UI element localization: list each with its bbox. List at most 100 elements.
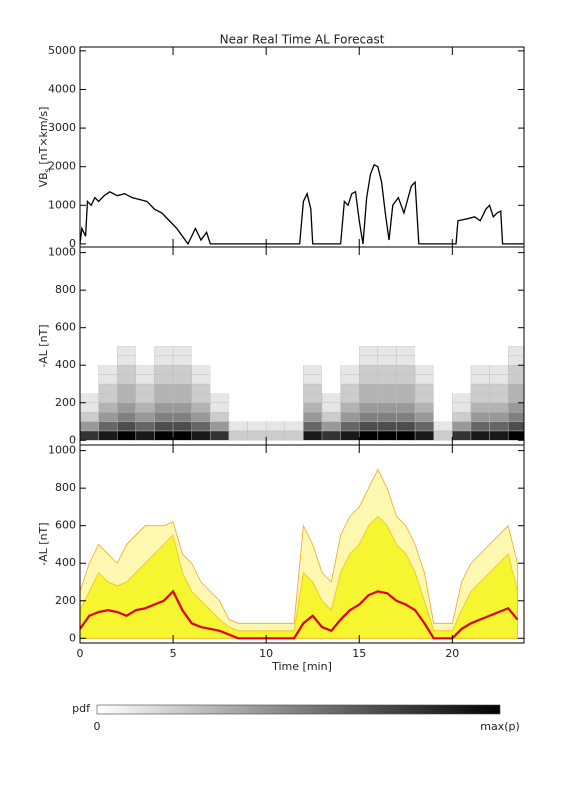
heat-cell: [452, 430, 472, 441]
heat-cell: [154, 393, 174, 403]
heat-cell: [135, 430, 155, 441]
heat-cell: [489, 430, 509, 441]
heat-cell: [98, 365, 118, 375]
y-tick-label: 800: [55, 481, 76, 494]
heat-cell: [321, 402, 341, 413]
heat-cell: [266, 365, 285, 375]
heat-cell: [489, 346, 509, 356]
heat-cell: [303, 383, 323, 394]
heat-cell: [452, 402, 472, 413]
heat-cell: [359, 355, 379, 366]
y-axis-label: -AL [nT]: [37, 522, 50, 565]
y-tick-label: 0: [69, 237, 76, 250]
heat-cell: [117, 430, 137, 441]
heat-cell: [452, 421, 472, 432]
heat-cell: [247, 346, 267, 356]
y-label-unit: [nT×km/s]: [37, 107, 50, 169]
heat-cell: [414, 374, 434, 385]
heat-cell: [359, 365, 379, 375]
heat-cell: [284, 374, 304, 385]
heat-cell: [210, 393, 230, 403]
heat-cell: [303, 346, 323, 356]
heat-cell: [359, 430, 379, 441]
heat-cell: [210, 346, 229, 356]
heat-cell: [117, 346, 137, 357]
heat-cell: [154, 421, 174, 432]
heat-cell: [135, 355, 155, 366]
heat-cell: [415, 355, 434, 366]
heat-cell: [172, 374, 192, 385]
heat-cell: [414, 411, 434, 422]
heat-cell: [303, 402, 323, 413]
heat-cell: [322, 374, 341, 385]
heat-cell: [154, 411, 174, 422]
heat-cell: [172, 383, 192, 394]
heat-cell: [377, 355, 397, 366]
heat-cell: [396, 346, 416, 357]
heat-cell: [303, 355, 323, 366]
heat-cell: [433, 365, 453, 375]
heat-cell: [396, 421, 416, 432]
heat-cell: [303, 411, 323, 422]
heat-cell: [210, 411, 230, 422]
heat-cell: [266, 374, 285, 385]
heat-cell: [377, 411, 397, 422]
heat-cell: [452, 355, 471, 366]
colorbar-label: pdf: [72, 702, 91, 715]
heat-cell: [98, 393, 118, 403]
heat-cell: [228, 402, 248, 413]
heat-cell: [414, 365, 434, 375]
heat-cell: [359, 421, 379, 432]
heat-cell: [135, 346, 155, 356]
heat-cell: [284, 430, 304, 441]
heat-cell: [340, 402, 360, 413]
y-tick-label: 3000: [48, 121, 76, 134]
heat-cell: [172, 393, 192, 403]
heat-cell: [266, 346, 285, 356]
heat-cell: [359, 374, 379, 385]
heat-cell: [191, 355, 211, 366]
heat-cell: [340, 355, 360, 366]
heat-cell: [303, 430, 323, 441]
heat-cell: [265, 430, 285, 441]
heat-cell: [210, 355, 229, 366]
heat-cell: [210, 402, 230, 413]
heat-cell: [80, 355, 99, 366]
heat-cell: [228, 393, 248, 403]
colorbar-max: max(p): [480, 720, 520, 733]
heat-cell: [359, 411, 379, 422]
heat-cell: [247, 365, 267, 375]
heat-cell: [284, 355, 304, 366]
heat-cell: [135, 365, 155, 375]
heat-cell: [396, 402, 416, 413]
heat-cell: [377, 365, 397, 375]
heat-cell: [396, 383, 416, 394]
heat-cell: [489, 402, 509, 413]
heat-cell: [433, 346, 453, 356]
heat-cell: [98, 355, 118, 366]
heat-cell: [228, 421, 248, 432]
y-axis-label: VBs [nT×km/s]: [37, 107, 52, 188]
heat-cell: [321, 421, 341, 432]
heat-cell: [98, 383, 118, 394]
heat-cell: [433, 384, 453, 394]
y-tick-label: 0: [69, 631, 76, 644]
heat-cell: [470, 411, 490, 422]
heat-cell: [228, 412, 248, 422]
heat-cell: [359, 346, 379, 357]
heat-cell: [303, 374, 323, 385]
heat-cell: [284, 412, 304, 422]
heat-cell: [321, 411, 341, 422]
y-tick-label: 4000: [48, 82, 76, 95]
heat-cell: [303, 393, 323, 403]
heat-cell: [266, 412, 285, 422]
heat-cell: [117, 402, 137, 413]
heat-cell: [154, 355, 174, 366]
plot-area: [80, 468, 519, 640]
heat-cell: [377, 383, 397, 394]
heat-cell: [284, 365, 304, 375]
heat-cell: [80, 346, 99, 356]
heat-cell: [377, 430, 397, 441]
heat-cell: [470, 421, 490, 432]
heat-cell: [172, 430, 192, 441]
